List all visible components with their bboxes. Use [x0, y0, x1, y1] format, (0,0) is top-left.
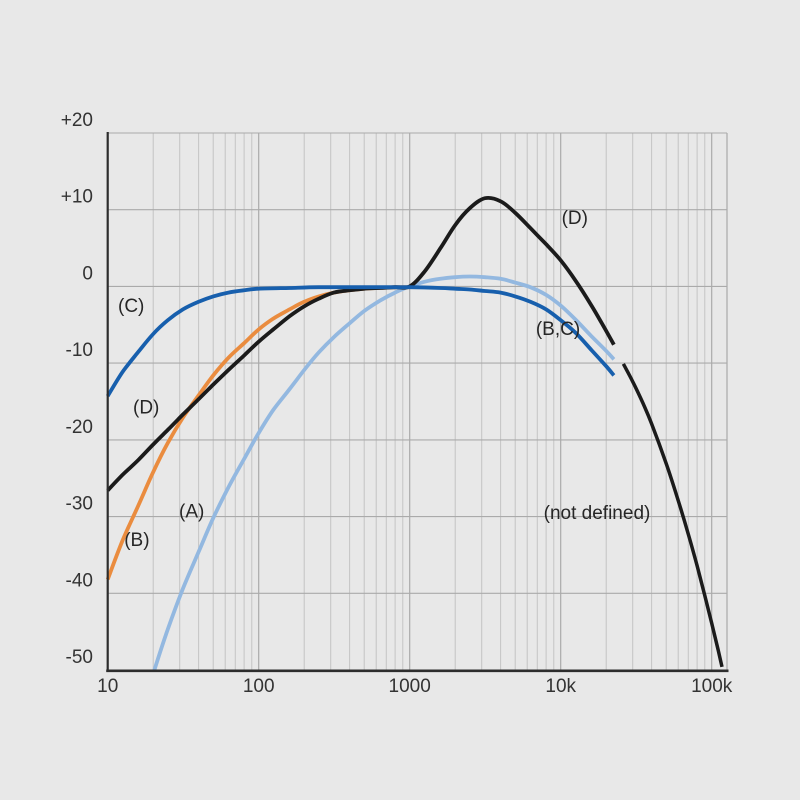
curve-label: (A) [179, 502, 204, 523]
axes [106, 132, 729, 673]
curves [106, 195, 724, 672]
curve-label: (D) [133, 397, 159, 418]
curve-annotations: (C) (D) (B) (A) (D) (B,C) (not defined) [118, 208, 650, 551]
y-tick-label: +10 [61, 187, 93, 208]
x-tick-label: 1000 [389, 676, 431, 697]
curve-C-weighting [106, 285, 616, 398]
curve-A-weighting [151, 274, 616, 672]
y-tick-label: -40 [66, 570, 93, 591]
y-tick-label: -50 [66, 647, 93, 668]
curve-label: (not defined) [544, 503, 651, 524]
x-tick-label: 100 [243, 676, 275, 697]
curve-label: (C) [118, 296, 144, 317]
y-tick-label: 0 [82, 263, 93, 284]
gridlines [107, 132, 728, 671]
x-tick-label: 100k [691, 676, 733, 697]
y-tick-label: -10 [66, 340, 93, 361]
curve-label: (B,C) [536, 319, 580, 340]
curve-label: (B) [124, 530, 149, 551]
y-tick-label: -20 [66, 417, 93, 438]
curve-above-20k-not-defined [621, 363, 724, 668]
x-tick-label: 10 [97, 676, 118, 697]
y-tick-label: +20 [61, 110, 93, 131]
x-tick-label: 10k [545, 676, 576, 697]
y-tick-label: -30 [66, 494, 93, 515]
curve-label: (D) [562, 208, 588, 229]
